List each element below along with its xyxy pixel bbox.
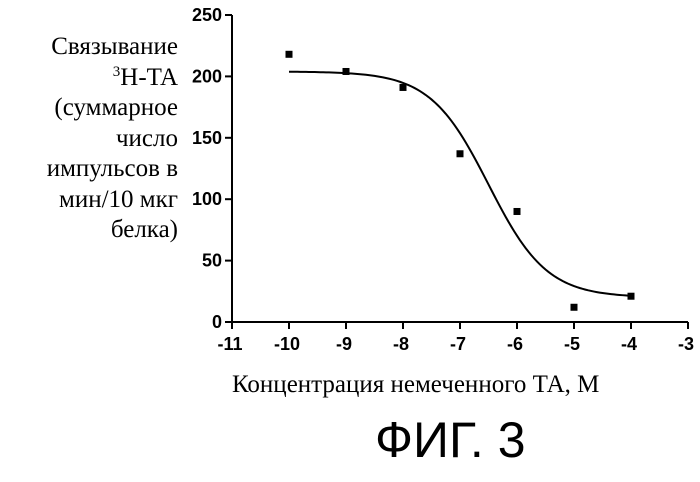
y-ticks: 0 50 100 150 200 250 [192, 5, 232, 332]
data-point [343, 68, 350, 75]
y-axis-label-line-2: 3H-TA [0, 63, 178, 94]
y-axis-label-line-4: число [0, 124, 178, 155]
data-point [286, 51, 293, 58]
x-tick-label: -4 [621, 334, 637, 354]
x-tick-label: -5 [564, 334, 580, 354]
y-axis-label: Связывание 3H-TA (суммарное число импуль… [0, 32, 178, 246]
data-point [628, 293, 635, 300]
y-axis-label-line-3: (суммарное [0, 93, 178, 124]
y-axis-label-line-5: импульсов в [0, 154, 178, 185]
fit-curve-line [289, 72, 631, 296]
y-axis-label-line-6: мин/10 мкг [0, 185, 178, 216]
data-point [514, 208, 521, 215]
figure-caption: ФИГ. 3 [375, 411, 526, 469]
y-axis-label-line-1: Связывание [0, 32, 178, 63]
y-tick-label: 200 [192, 66, 222, 86]
y-tick-label: 150 [192, 128, 222, 148]
x-tick-label: -8 [393, 334, 409, 354]
y-tick-label: 50 [202, 251, 222, 271]
x-tick-label: -7 [450, 334, 466, 354]
y-tick-label: 250 [192, 5, 222, 25]
x-tick-label: -3 [678, 334, 694, 354]
y-tick-label: 100 [192, 189, 222, 209]
data-points [286, 51, 635, 311]
data-point [571, 304, 578, 311]
y-tick-label: 0 [212, 312, 222, 332]
x-tick-label: -10 [274, 334, 300, 354]
data-point [400, 84, 407, 91]
x-tick-label: -9 [336, 334, 352, 354]
x-tick-label: -6 [507, 334, 523, 354]
x-ticks: -11 -10 -9 -8 -7 -6 -5 -4 -3 [217, 322, 694, 354]
x-axis-label: Концентрация немеченного ТА, М [232, 371, 700, 399]
y-axis-label-line-2-text: H-TA [120, 64, 178, 91]
y-axis-label-line-7: белка) [0, 215, 178, 246]
data-point [457, 150, 464, 157]
x-tick-label: -11 [217, 334, 242, 354]
